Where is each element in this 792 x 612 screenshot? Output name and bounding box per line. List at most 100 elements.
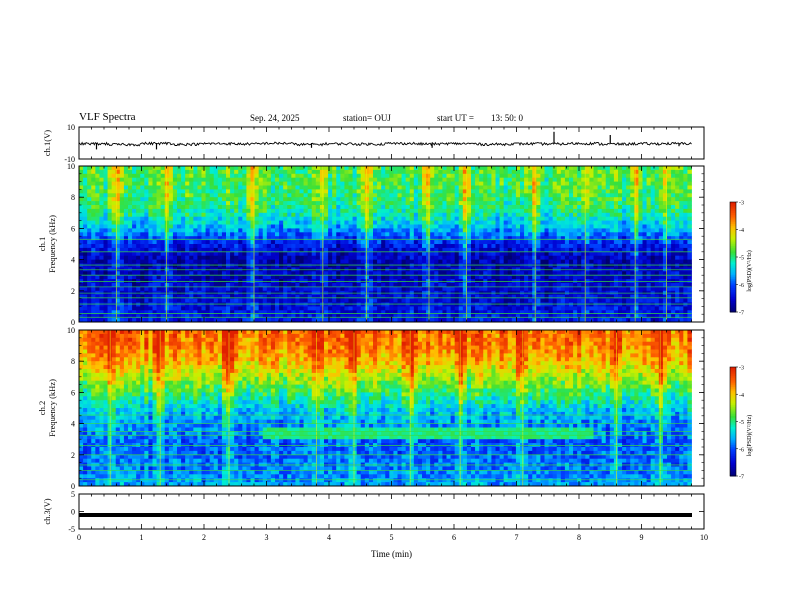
spectrogram-cell [103,314,108,319]
spectrogram-cell [368,255,374,260]
spectrogram-cell [356,236,362,241]
spectrogram-cell [83,314,88,319]
spectrogram-cell [189,177,194,182]
spectrogram-cell [348,177,353,182]
spectrogram-cell [213,306,219,311]
spectrogram-cell [356,181,362,186]
spectrogram-cell [283,177,288,182]
spectrogram-cell [401,208,407,214]
spectrogram-cell [311,263,317,268]
spectrogram-cell [242,310,247,315]
spectrogram-cell [136,247,141,253]
spectrogram-cell [246,181,251,186]
spectrogram-cell [238,263,243,268]
spectrogram-cell [450,255,456,260]
spectrogram-cell [450,294,456,299]
spectrogram-cell [303,283,309,288]
spectrogram-cell [177,247,182,253]
spectrogram-cell [128,208,133,214]
spectrogram-cell [397,173,402,179]
spectrogram-cell [160,275,166,280]
spectrogram-cell [311,197,317,202]
spectrogram-cell [466,216,472,221]
spectrogram-cell [172,244,178,249]
spectrogram-cell [230,251,235,257]
spectrogram-cell [524,212,529,218]
spectrogram-cell [193,169,198,175]
spectrogram-cell [426,236,431,241]
spectrogram-cell [454,216,460,221]
spectrogram-cell [573,185,578,190]
spectrogram-cell [409,298,415,303]
spectrogram-cell [275,247,280,253]
spectrogram-cell [503,169,509,175]
spectrogram-cell [87,259,92,264]
spectrogram-cell [528,314,533,319]
spectrogram-cell [381,236,386,241]
ch1-spectrogram-image [79,166,692,323]
spectrogram-cell [462,298,468,303]
spectrogram-cell [291,263,296,268]
spectrogram-cell [266,251,272,257]
spectrogram-cell [246,286,251,292]
spectrogram-cell [197,263,202,268]
spectrogram-cell [246,208,251,214]
spectrogram-cell [136,259,141,264]
spectrogram-cell [520,189,525,194]
spectrogram-cell [226,240,231,245]
spectrogram-cell [348,310,353,315]
spectrogram-cell [213,228,219,233]
spectrogram-cell [160,166,166,171]
spectrogram-cell [511,251,517,257]
spectrogram-cell [250,294,255,299]
spectrogram-cell [238,224,243,229]
spectrogram-cell [552,240,558,245]
spectrogram-cell [319,173,325,179]
spectrogram-cell [144,212,149,218]
spectrogram-cell [373,302,378,307]
spectrogram-cell [368,185,374,190]
spectrogram-cell [238,166,243,171]
spectrogram-cell [495,244,500,249]
spectrogram-cell [291,314,296,319]
spectrogram-cell [197,197,202,202]
spectrogram-cell [91,197,96,202]
spectrogram-cell [303,166,309,171]
spectrogram-cell [532,201,537,206]
spectrogram-cell [217,275,223,280]
spectrogram-cell [532,185,537,190]
spectrogram-cell [266,189,272,194]
spectrogram-cell [385,224,390,229]
spectrogram-cell [336,259,341,264]
spectrogram-cell [287,302,292,307]
spectrogram-cell [79,181,84,186]
spectrogram-cell [544,181,549,186]
spectrogram-cell [454,298,460,303]
spectrogram-cell [446,306,451,311]
spectrogram-cell [123,216,129,221]
spectrogram-cell [479,185,484,190]
spectrogram-cell [258,240,264,245]
spectrogram-cell [311,306,317,311]
spectrogram-cell [95,240,100,245]
spectrogram-cell [319,201,325,206]
spectrogram-cell [377,240,382,245]
spectrogram-cell [507,310,513,315]
spectrogram-cell [413,283,419,288]
spectrogram-cell [283,197,288,202]
spectrogram-cell [103,275,108,280]
spectrogram-cell [466,208,472,214]
spectrogram-cell [295,283,300,288]
spectrogram-cell [99,169,104,175]
spectrogram-cell [569,310,574,315]
spectrogram-cell [556,255,562,260]
spectrogram-cell [181,286,186,292]
spectrogram-cell [426,193,431,198]
spectrogram-cell [107,169,113,175]
spectrogram-cell [332,302,337,307]
spectrogram-cell [487,193,492,198]
spectrogram-cell [315,263,321,268]
spectrogram-cell [438,220,443,225]
spectrogram-cell [413,201,419,206]
spectrogram-cell [483,169,488,175]
